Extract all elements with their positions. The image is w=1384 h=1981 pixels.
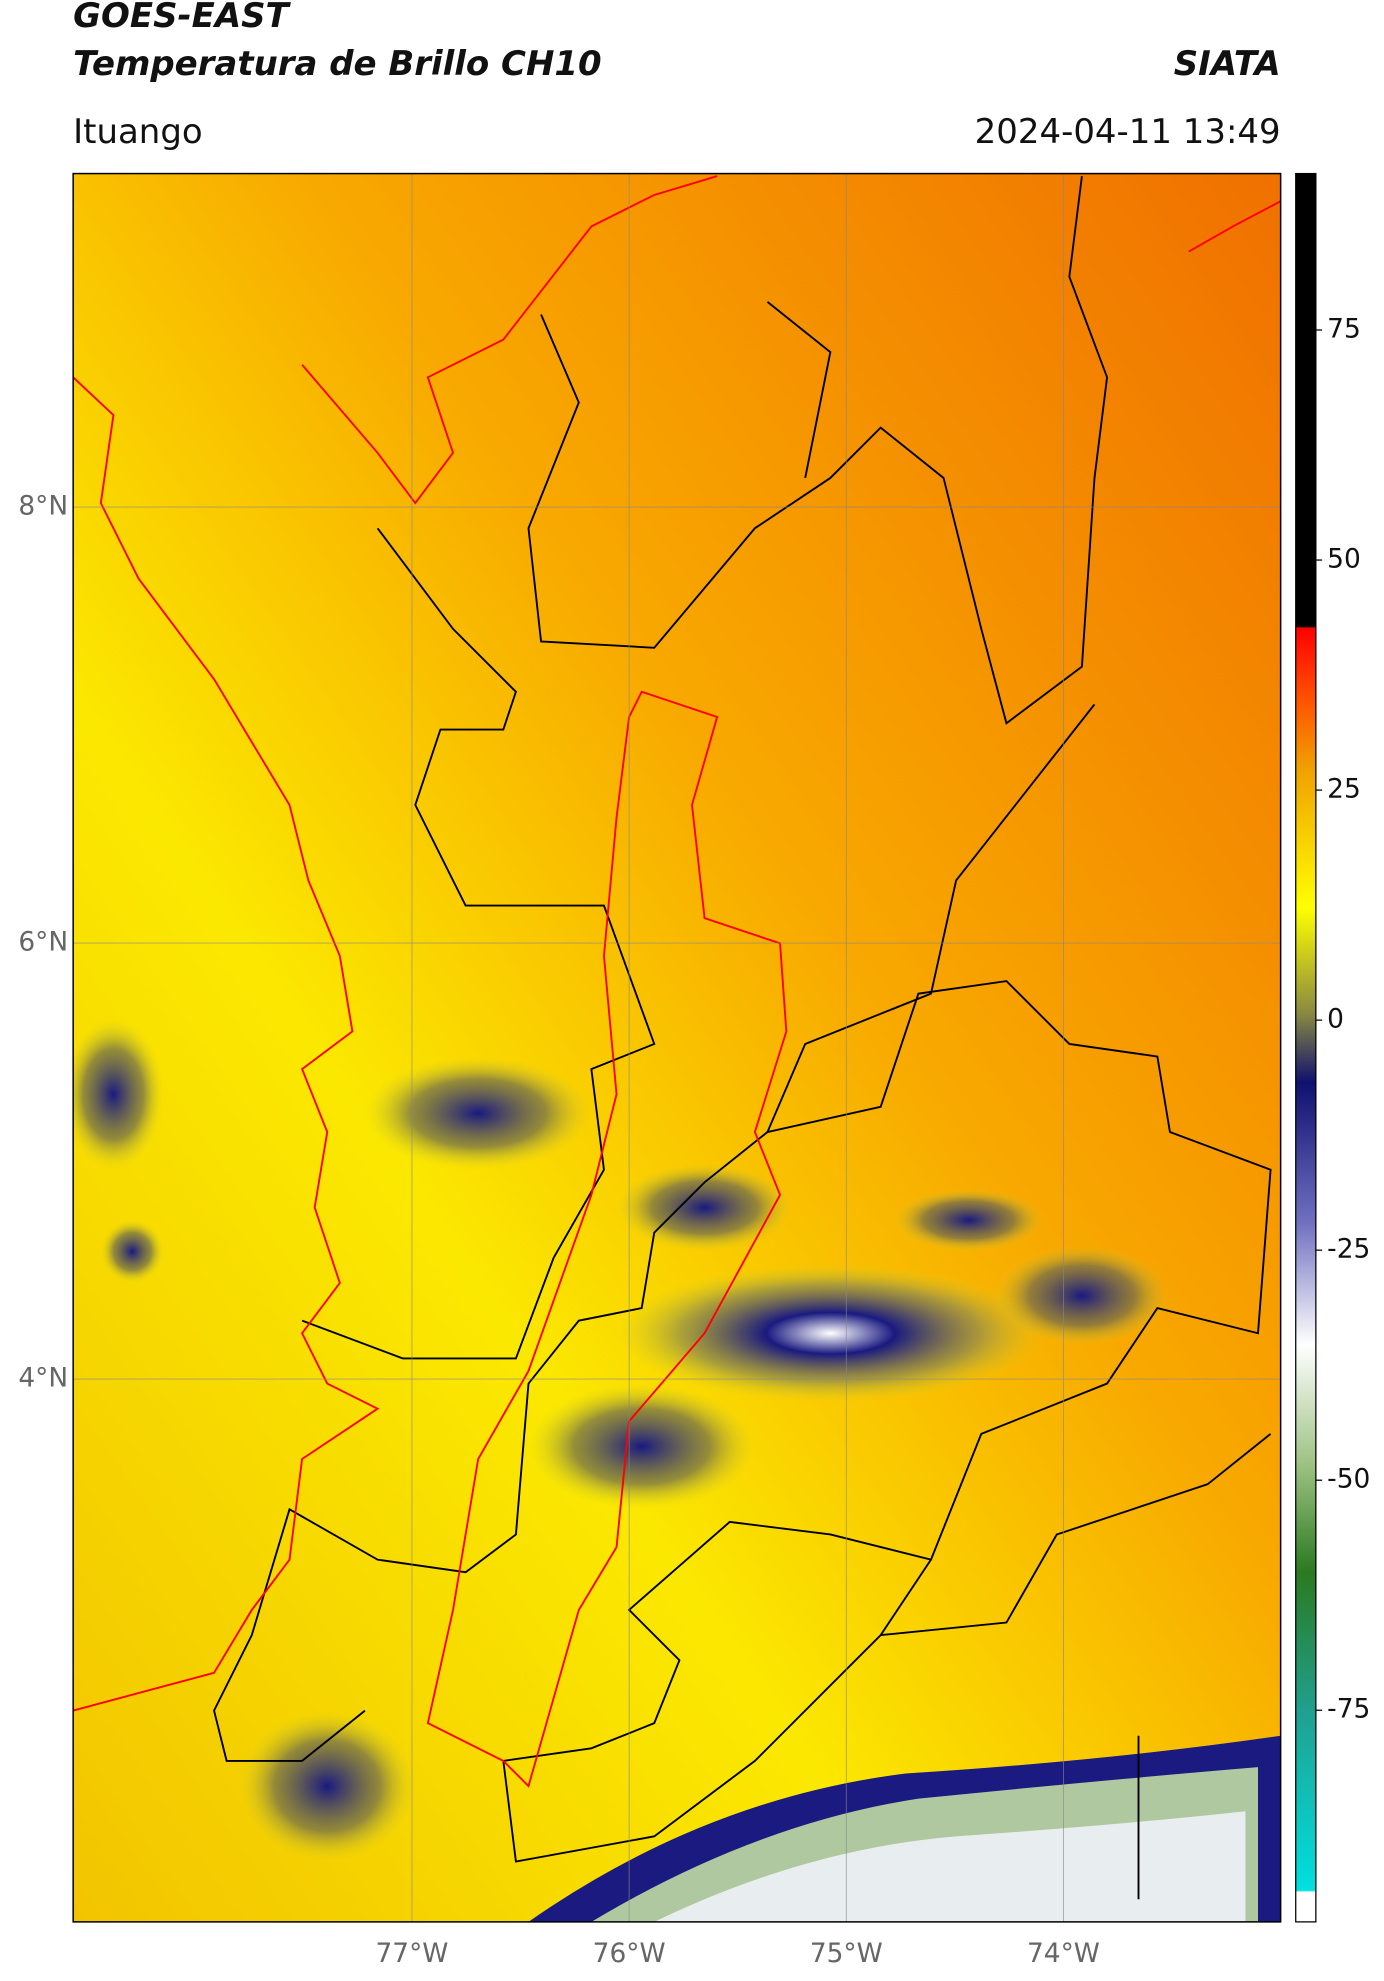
map — [73, 173, 1281, 1922]
colorbar-tick-label: 75 — [1327, 314, 1361, 345]
subtitle: Temperatura de Brillo CH10 — [73, 44, 601, 84]
colorbar-tick-label: -50 — [1327, 1464, 1370, 1495]
lat-tick-label: 8°N — [18, 491, 68, 522]
lon-tick-label: 77°W — [375, 1938, 448, 1969]
title: GOES-EAST — [73, 0, 291, 36]
colorbar-tick-label: 25 — [1327, 774, 1361, 805]
lon-tick-label: 74°W — [1027, 1938, 1100, 1969]
colorbar-tick-label: -75 — [1327, 1694, 1370, 1725]
colorbar-tick-label: 50 — [1327, 544, 1361, 575]
lon-tick-label: 76°W — [593, 1938, 666, 1969]
location: Ituango — [73, 112, 203, 152]
datetime: 2024-04-11 13:49 — [975, 112, 1281, 152]
lat-tick-label: 4°N — [18, 1363, 68, 1394]
colorbar — [1295, 172, 1317, 1923]
lat-tick-label: 6°N — [18, 927, 68, 958]
lon-tick-label: 75°W — [810, 1938, 883, 1969]
source: SIATA — [1174, 44, 1281, 84]
colorbar-tick-label: -25 — [1327, 1234, 1370, 1265]
colorbar-tick-label: 0 — [1327, 1004, 1344, 1035]
map-frame — [72, 172, 1282, 1923]
